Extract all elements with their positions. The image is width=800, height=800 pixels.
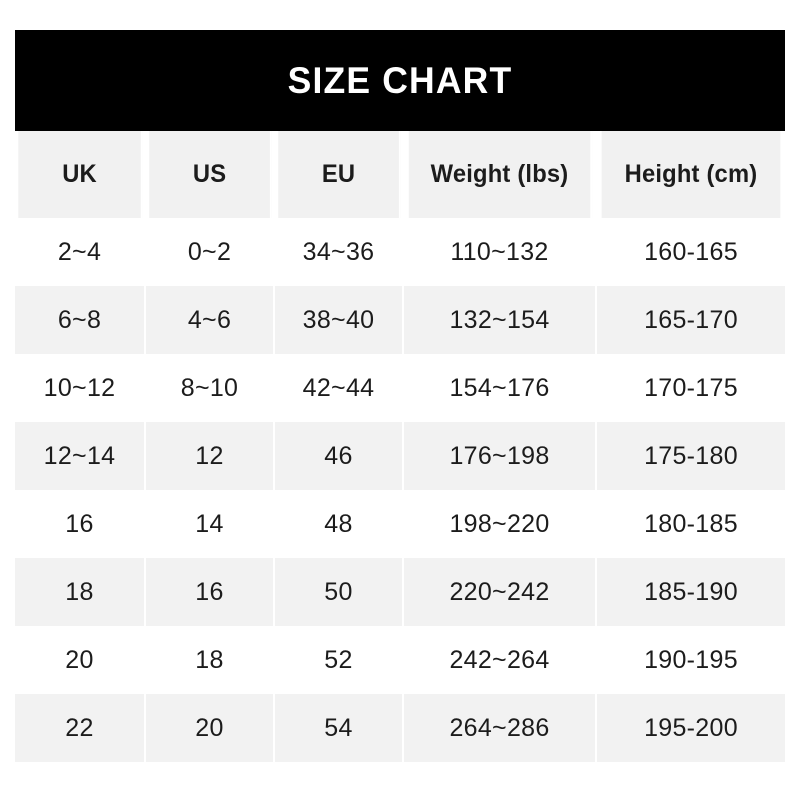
cell-uk: 10~12 xyxy=(15,354,146,422)
cell-uk: 20 xyxy=(15,626,146,694)
cell-eu: 48 xyxy=(275,490,404,558)
cell-uk: 22 xyxy=(15,694,146,762)
column-header-eu: EU xyxy=(278,131,401,218)
cell-eu: 42~44 xyxy=(275,354,404,422)
cell-us: 0~2 xyxy=(146,218,275,286)
table-row: 10~12 8~10 42~44 154~176 170-175 xyxy=(15,354,785,422)
cell-weight: 176~198 xyxy=(404,422,597,490)
cell-uk: 18 xyxy=(15,558,146,626)
cell-weight: 220~242 xyxy=(404,558,597,626)
cell-eu: 46 xyxy=(275,422,404,490)
cell-weight: 110~132 xyxy=(404,218,597,286)
cell-height: 165-170 xyxy=(597,286,785,354)
cell-weight: 132~154 xyxy=(404,286,597,354)
size-chart-table: UK US EU Weight (lbs) Height (cm) 2~4 0~… xyxy=(15,131,785,762)
cell-weight: 198~220 xyxy=(404,490,597,558)
table-body: 2~4 0~2 34~36 110~132 160-165 6~8 4~6 38… xyxy=(15,218,785,762)
cell-us: 12 xyxy=(146,422,275,490)
cell-us: 14 xyxy=(146,490,275,558)
cell-weight: 154~176 xyxy=(404,354,597,422)
page-title: SIZE CHART xyxy=(287,60,513,101)
cell-uk: 12~14 xyxy=(15,422,146,490)
cell-height: 185-190 xyxy=(597,558,785,626)
cell-us: 4~6 xyxy=(146,286,275,354)
cell-height: 180-185 xyxy=(597,490,785,558)
cell-eu: 54 xyxy=(275,694,404,762)
column-header-us: US xyxy=(149,131,272,218)
cell-eu: 50 xyxy=(275,558,404,626)
table-row: 12~14 12 46 176~198 175-180 xyxy=(15,422,785,490)
cell-weight: 242~264 xyxy=(404,626,597,694)
table-row: 16 14 48 198~220 180-185 xyxy=(15,490,785,558)
table-row: 18 16 50 220~242 185-190 xyxy=(15,558,785,626)
cell-eu: 34~36 xyxy=(275,218,404,286)
cell-us: 18 xyxy=(146,626,275,694)
table-row: 22 20 54 264~286 195-200 xyxy=(15,694,785,762)
cell-height: 175-180 xyxy=(597,422,785,490)
cell-uk: 2~4 xyxy=(15,218,146,286)
cell-height: 170-175 xyxy=(597,354,785,422)
title-banner: SIZE CHART xyxy=(15,30,785,131)
cell-us: 8~10 xyxy=(146,354,275,422)
table-row: 20 18 52 242~264 190-195 xyxy=(15,626,785,694)
table-header: UK US EU Weight (lbs) Height (cm) xyxy=(15,131,785,218)
table-row: 6~8 4~6 38~40 132~154 165-170 xyxy=(15,286,785,354)
cell-eu: 52 xyxy=(275,626,404,694)
column-header-weight: Weight (lbs) xyxy=(408,131,593,218)
cell-height: 160-165 xyxy=(597,218,785,286)
cell-eu: 38~40 xyxy=(275,286,404,354)
cell-us: 16 xyxy=(146,558,275,626)
cell-us: 20 xyxy=(146,694,275,762)
cell-height: 195-200 xyxy=(597,694,785,762)
column-header-height: Height (cm) xyxy=(601,131,781,218)
cell-uk: 16 xyxy=(15,490,146,558)
cell-height: 190-195 xyxy=(597,626,785,694)
table-header-row: UK US EU Weight (lbs) Height (cm) xyxy=(15,131,785,218)
column-header-uk: UK xyxy=(18,131,143,218)
cell-uk: 6~8 xyxy=(15,286,146,354)
cell-weight: 264~286 xyxy=(404,694,597,762)
table-row: 2~4 0~2 34~36 110~132 160-165 xyxy=(15,218,785,286)
